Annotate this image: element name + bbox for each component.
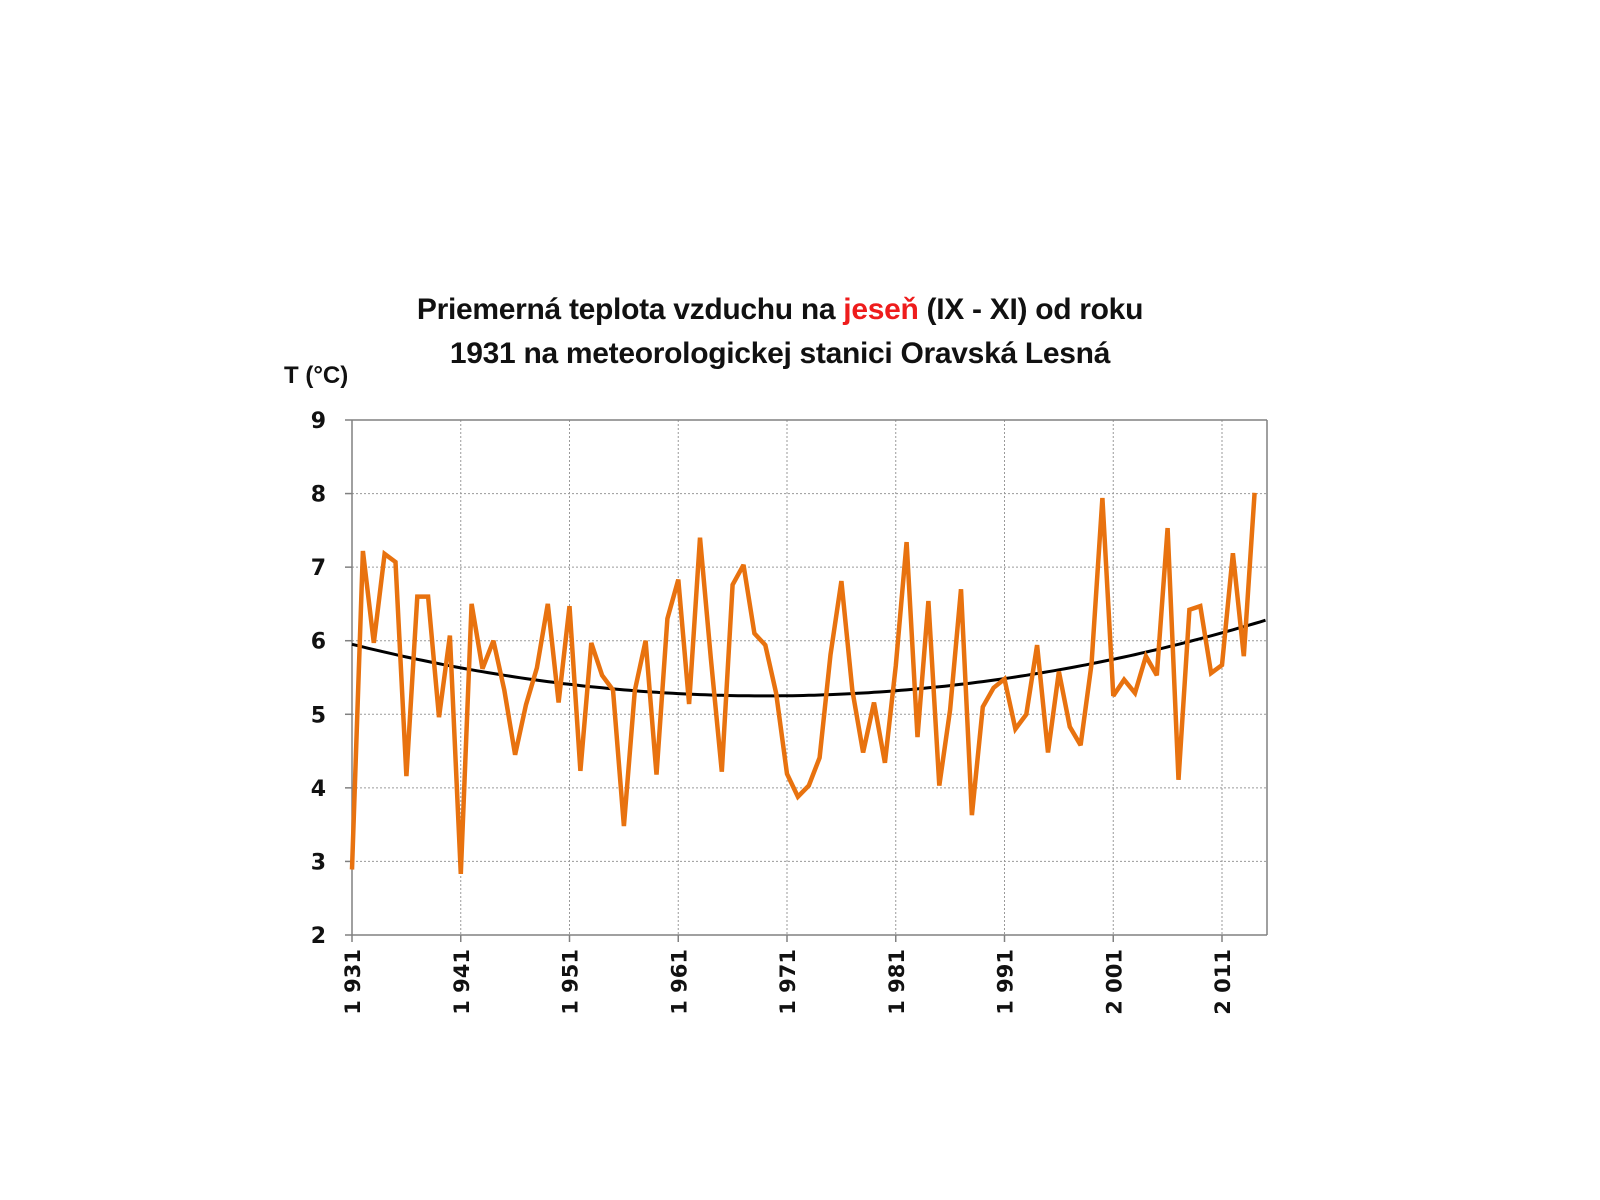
x-tick-label: 1 941	[450, 949, 474, 1015]
chart-title-line1: Priemerná teplota vzduchu na jeseň (IX -…	[280, 288, 1280, 332]
x-tick-label: 1 951	[559, 949, 583, 1015]
temperature-series-line	[349, 492, 1257, 875]
series-layer	[349, 492, 1266, 875]
x-tick-label: 1 981	[885, 949, 909, 1015]
y-tick-label: 2	[311, 924, 326, 949]
y-tick-labels: 2 3 4 5 6 7 8 9	[311, 409, 326, 949]
title-text-after: (IX - XI) od roku	[918, 293, 1144, 326]
title-text: Priemerná teplota vzduchu na	[416, 293, 844, 326]
y-tick-label: 8	[311, 483, 326, 508]
x-tick-label: 1 991	[994, 949, 1018, 1015]
y-tick-label: 4	[311, 777, 326, 802]
y-tick-label: 7	[311, 556, 326, 581]
y-axis-label: T (°C)	[284, 362, 348, 389]
y-tick-label: 3	[311, 850, 326, 875]
x-tick-labels: 1 931 1 941 1 951 1 961 1 971 1 981 1 991 2 001…	[341, 949, 1235, 1015]
chart-title: Priemerná teplota vzduchu na jeseň (IX -…	[280, 288, 1280, 376]
grid-lines	[352, 420, 1267, 935]
chart-title-line2: 1931 na meteorologickej stanici Oravská …	[449, 337, 1111, 370]
x-tick-label: 1 961	[667, 949, 691, 1015]
y-tick-label: 9	[311, 409, 326, 434]
title-highlight-season: jeseň	[843, 293, 919, 326]
x-tick-label: 2 001	[1102, 949, 1126, 1015]
y-tick-label: 6	[311, 630, 326, 655]
axes	[345, 419, 1268, 942]
x-tick-label: 1 971	[776, 949, 800, 1015]
x-tick-label: 1 931	[341, 949, 365, 1015]
x-tick-label: 2 011	[1211, 949, 1235, 1015]
y-tick-label: 5	[311, 703, 326, 728]
